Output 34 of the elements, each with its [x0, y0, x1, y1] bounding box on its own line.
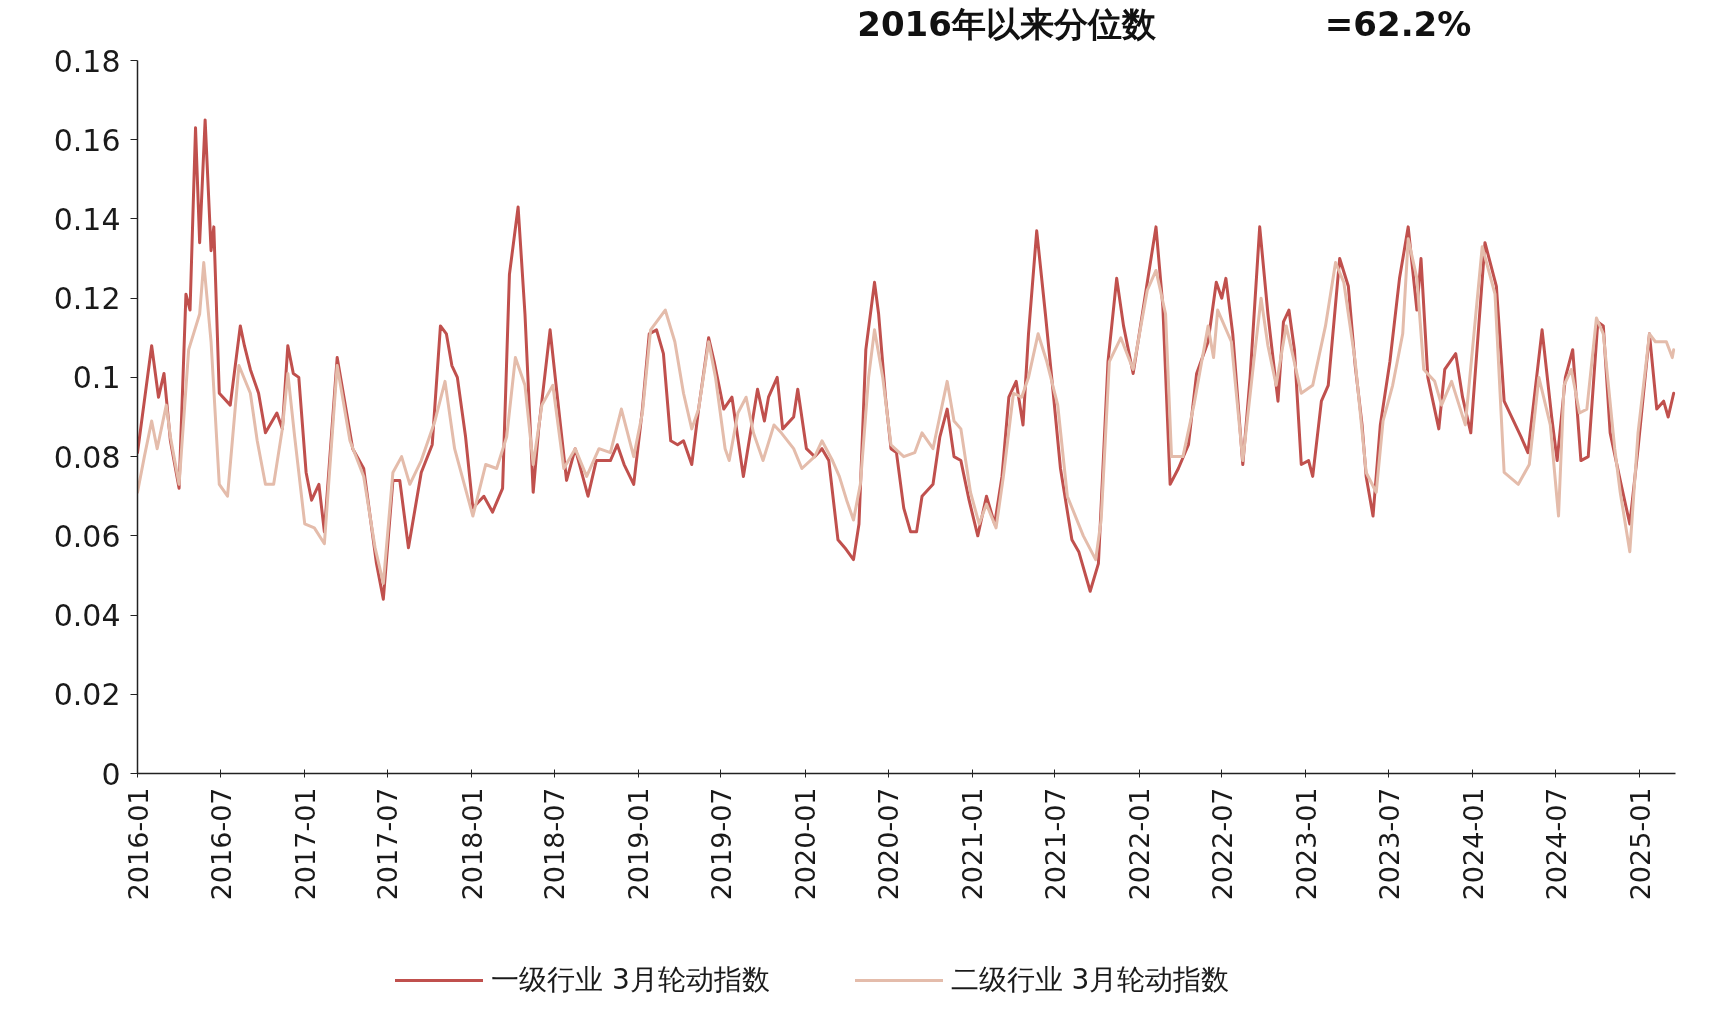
x-tick-label: 2023-01 — [1290, 787, 1322, 901]
x-tick-label: 2025-01 — [1624, 787, 1656, 901]
x-tick-label: 2021-01 — [957, 787, 989, 901]
x-tick-label: 2019-01 — [623, 787, 655, 901]
x-tick-label: 2020-07 — [873, 787, 905, 901]
y-tick-label: 0.18 — [53, 43, 121, 79]
x-tick-label: 2023-07 — [1373, 787, 1405, 901]
line-series — [137, 237, 1676, 585]
x-tick-label: 2016-01 — [122, 787, 154, 901]
y-tick-label: 0.02 — [53, 677, 121, 713]
x-tick-label: 2020-01 — [790, 787, 822, 901]
x-tick-label: 2024-01 — [1457, 787, 1489, 901]
chart-title: 2016年以来分位数 — [857, 3, 1157, 44]
x-tick-label: 2017-07 — [372, 787, 404, 901]
x-tick-label: 2016-07 — [205, 787, 237, 901]
legend-label: 一级行业 3月轮动指数 — [491, 962, 770, 998]
x-tick-label: 2024-07 — [1540, 787, 1572, 901]
y-tick-label: 0.08 — [53, 439, 121, 475]
y-tick-label: 0.16 — [53, 122, 121, 158]
x-tick-label: 2022-01 — [1124, 787, 1156, 901]
x-tick-label: 2021-07 — [1040, 787, 1071, 901]
y-tick-label: 0 — [101, 756, 121, 792]
x-tick-label: 2019-07 — [705, 787, 737, 901]
legend-label: 二级行业 3月轮动指数 — [950, 962, 1230, 998]
y-tick-label: 0.12 — [53, 281, 121, 317]
x-tick-label: 2018-01 — [456, 787, 488, 901]
x-tick-label: 2022-07 — [1206, 787, 1238, 901]
x-tick-label: 2018-07 — [539, 787, 571, 901]
x-tick-label: 2017-01 — [289, 787, 321, 901]
y-tick-label: 0.06 — [53, 518, 121, 554]
y-tick-label: 0.04 — [53, 598, 121, 634]
y-tick-label: 0.14 — [53, 201, 121, 237]
y-tick-label: 0.1 — [72, 360, 121, 396]
text: =62.2% — [1324, 3, 1472, 44]
